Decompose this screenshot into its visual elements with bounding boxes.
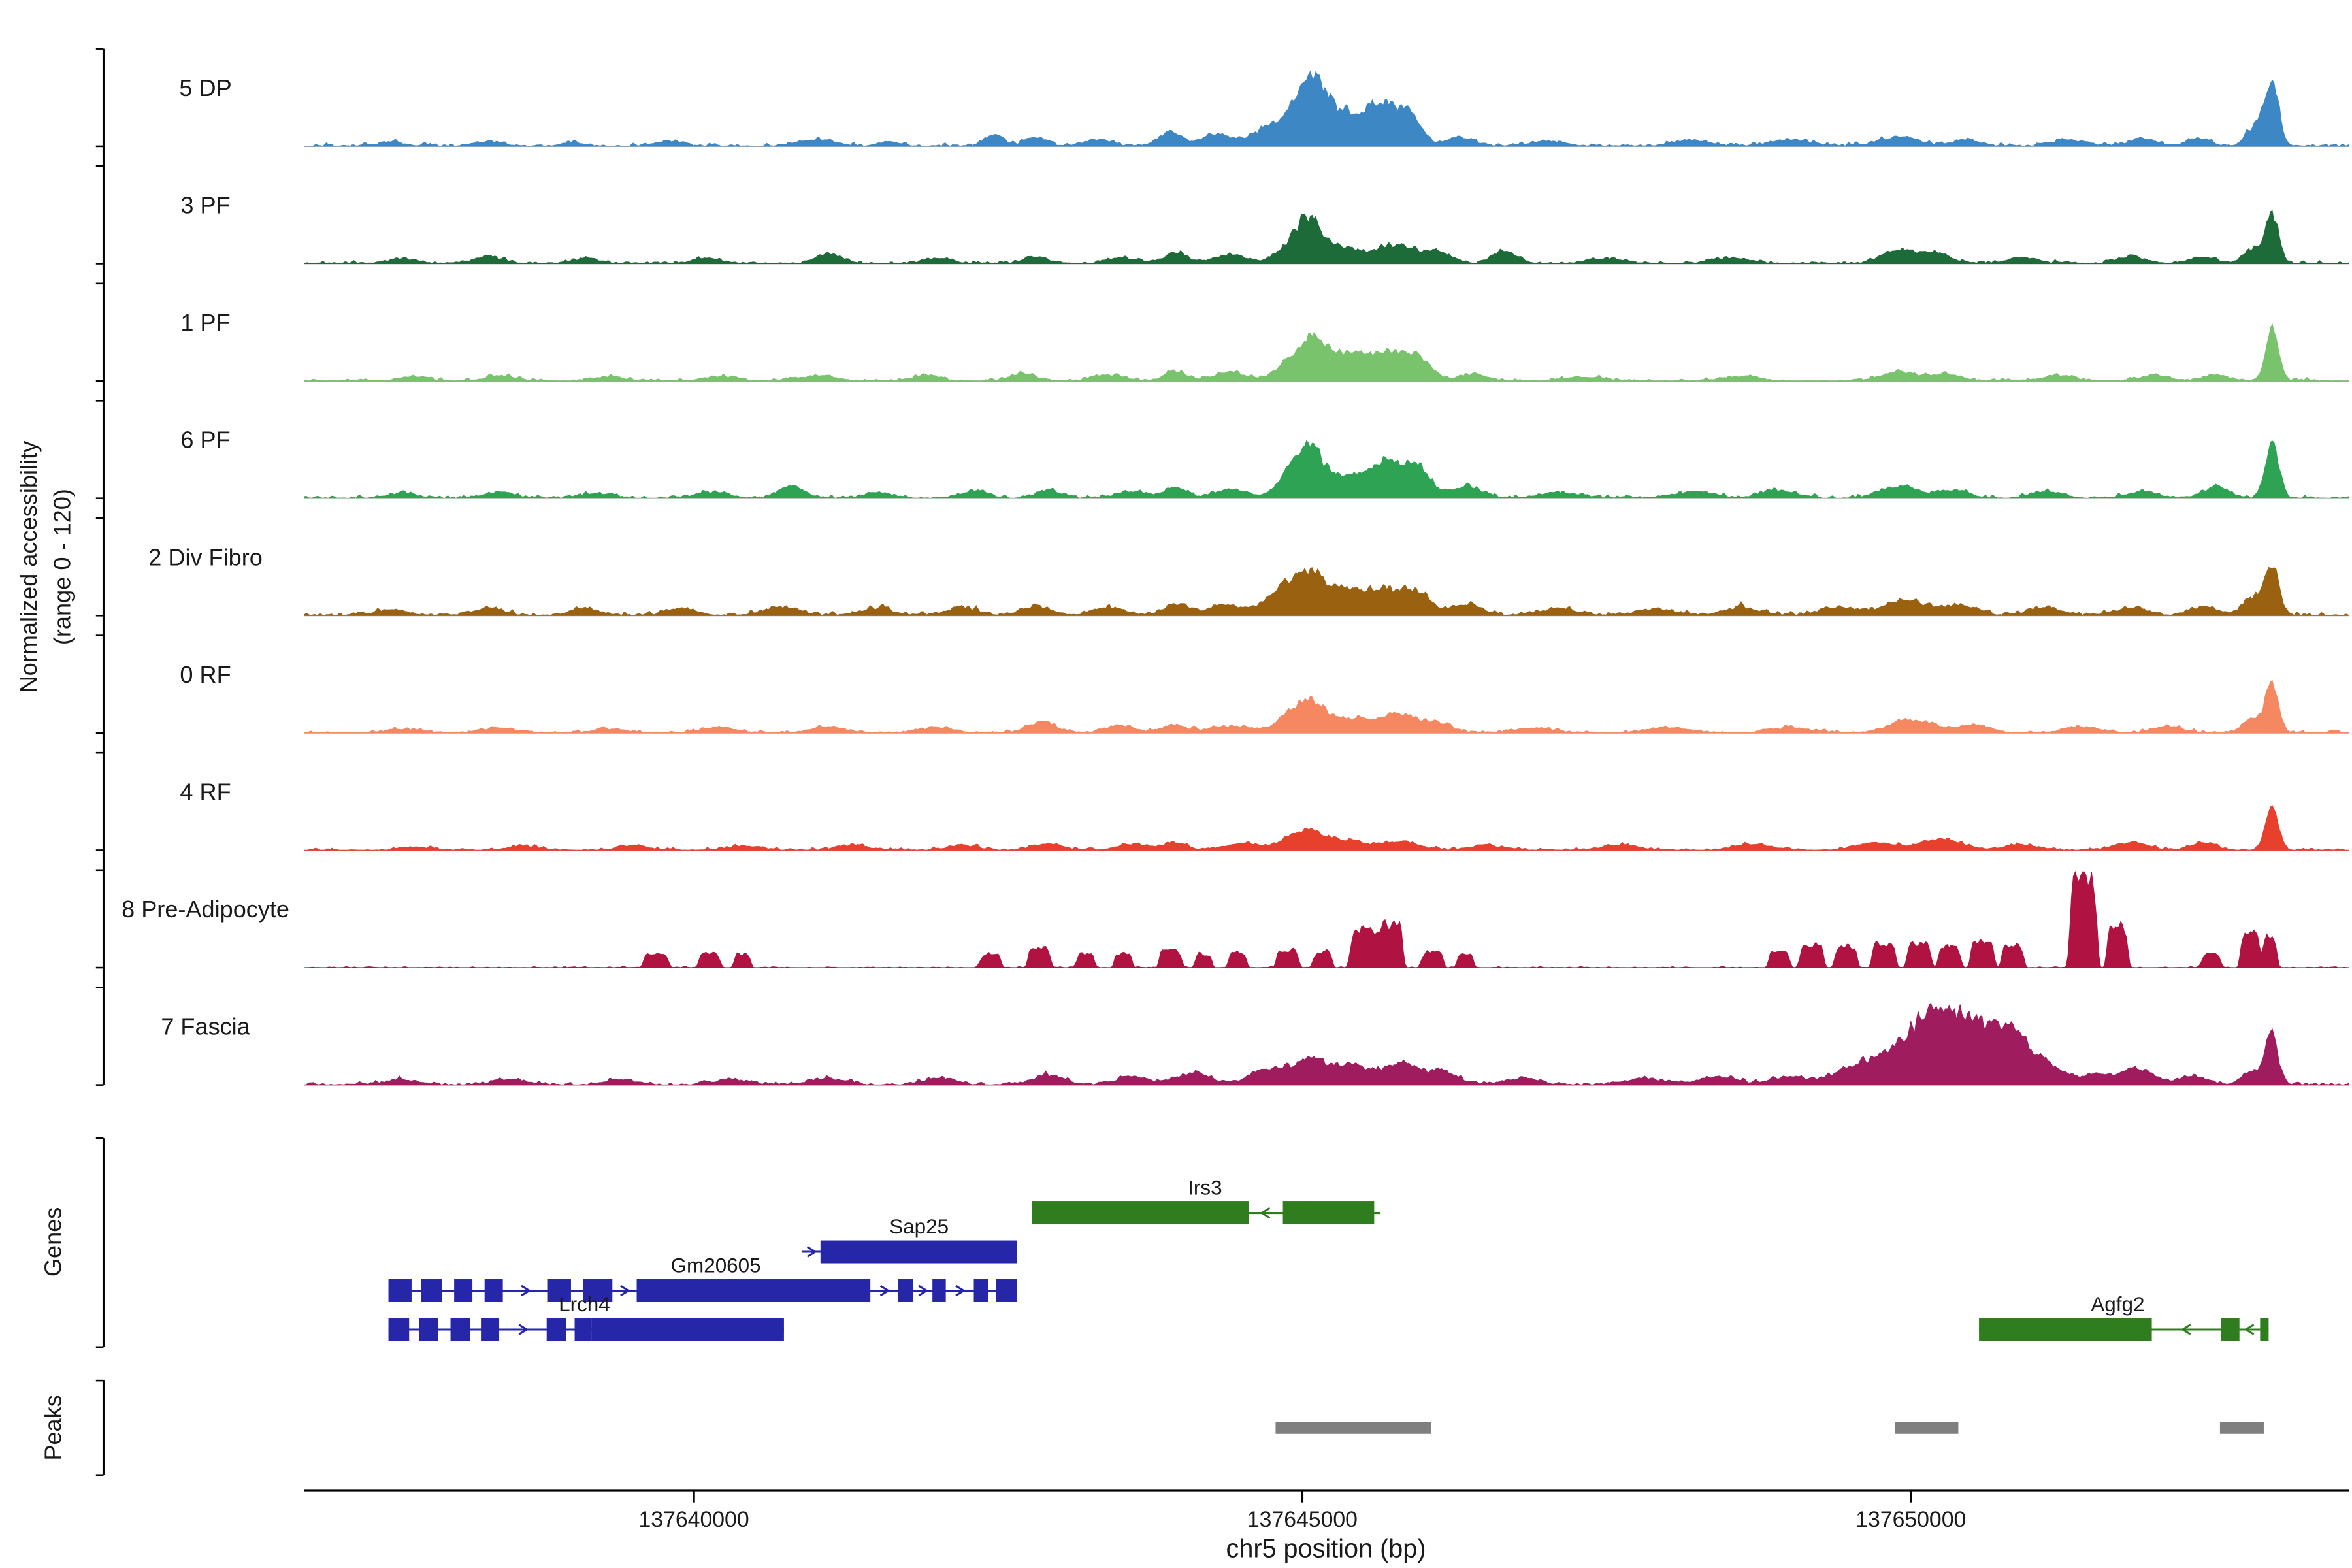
track-label: 3 PF	[180, 192, 230, 219]
signal-area-2-div-fibro	[304, 567, 2349, 616]
gene-exon	[820, 1240, 1017, 1264]
x-axis-tick-label: 137645000	[1247, 1507, 1358, 1532]
peaks-axis-label: Peaks	[39, 1395, 66, 1460]
signal-area-0-rf	[304, 679, 2349, 734]
x-axis-tick-label: 137650000	[1855, 1507, 1966, 1532]
gene-label: Sap25	[889, 1215, 949, 1238]
strand-arrow-icon	[521, 1284, 532, 1297]
track-label: 5 DP	[179, 74, 231, 101]
gene-exon	[1282, 1201, 1375, 1225]
gene-label: Irs3	[1188, 1177, 1222, 1200]
gene-exon	[421, 1279, 442, 1303]
signal-area-7-fascia	[304, 1002, 2349, 1086]
signal-area-6-pf	[304, 440, 2349, 499]
gene-label: Lrch4	[559, 1293, 610, 1316]
strand-arrow-icon	[518, 1324, 529, 1335]
x-axis-tick-label: 137640000	[639, 1507, 749, 1532]
signal-area-1-pf	[304, 323, 2349, 382]
strand-arrow-icon	[806, 1246, 817, 1258]
track-label: 8 Pre-Adipocyte	[122, 896, 289, 923]
x-axis-title: chr5 position (bp)	[1226, 1535, 1426, 1563]
strand-arrow-icon	[879, 1284, 890, 1297]
y-axis-label-line1: Normalized accessibility	[15, 441, 42, 693]
gene-exon	[2221, 1318, 2240, 1341]
gene-exon	[636, 1279, 871, 1303]
peaks-group	[1275, 1422, 2264, 1434]
gene-exon	[591, 1318, 784, 1341]
signal-area-8-pre-adipocyte	[304, 870, 2349, 968]
signal-area-4-rf	[304, 804, 2349, 851]
gene-exon	[2260, 1318, 2269, 1341]
bracket-lines-group	[95, 48, 105, 1477]
gene-exon	[1032, 1201, 1249, 1225]
track-label: 4 RF	[180, 778, 231, 805]
strand-arrow-icon	[620, 1284, 630, 1297]
track-label: 2 Div Fibro	[148, 544, 263, 570]
gene-exon	[996, 1279, 1017, 1303]
gene-exon	[932, 1279, 946, 1303]
gene-exon	[481, 1318, 500, 1341]
gene-exon	[973, 1279, 988, 1303]
strand-arrow-icon	[2180, 1324, 2191, 1335]
y-axis-label-line2: (range 0 - 120)	[48, 489, 75, 645]
track-label: 1 PF	[180, 309, 230, 336]
gene-exon	[388, 1318, 410, 1341]
gene-exon	[484, 1279, 503, 1303]
peak-bar	[1275, 1422, 1431, 1434]
peak-bar	[2219, 1422, 2264, 1434]
x-axis-group: 137640000 137645000 137650000	[304, 1489, 2349, 1532]
gene-exon	[547, 1279, 571, 1303]
strand-arrow-icon	[2244, 1324, 2255, 1335]
gene-exon	[454, 1279, 473, 1303]
gene-exon	[574, 1318, 592, 1341]
track-label: 0 RF	[180, 661, 231, 688]
gene-exon	[583, 1279, 613, 1303]
track-label: 6 PF	[180, 427, 230, 453]
signal-area-5-dp	[304, 70, 2349, 147]
strand-arrow-icon	[1260, 1207, 1271, 1219]
gene-exon	[450, 1318, 470, 1341]
signal-tracks-group: 5 DP 3 PF 1 PF 6 PF 2 Div Fibro 0 RF 4 RF 8 Pre…	[122, 70, 2349, 1086]
gene-exon	[898, 1279, 913, 1303]
gene-label: Agfg2	[2091, 1293, 2144, 1316]
strand-arrow-icon	[955, 1284, 966, 1297]
gene-exon	[388, 1279, 412, 1303]
signal-area-3-pf	[304, 210, 2349, 265]
genes-axis-label: Genes	[39, 1207, 66, 1277]
track-label: 7 Fascia	[161, 1013, 250, 1040]
gene-exon	[546, 1318, 566, 1341]
peak-bar	[1895, 1422, 1959, 1434]
gene-exon	[419, 1318, 438, 1341]
genes-group: Irs3 Sap25 Gm20605 Lrch4 Agfg2	[388, 1177, 2269, 1341]
strand-arrow-icon	[918, 1284, 929, 1297]
gene-label: Gm20605	[671, 1254, 761, 1277]
gene-exon	[1979, 1318, 2152, 1341]
